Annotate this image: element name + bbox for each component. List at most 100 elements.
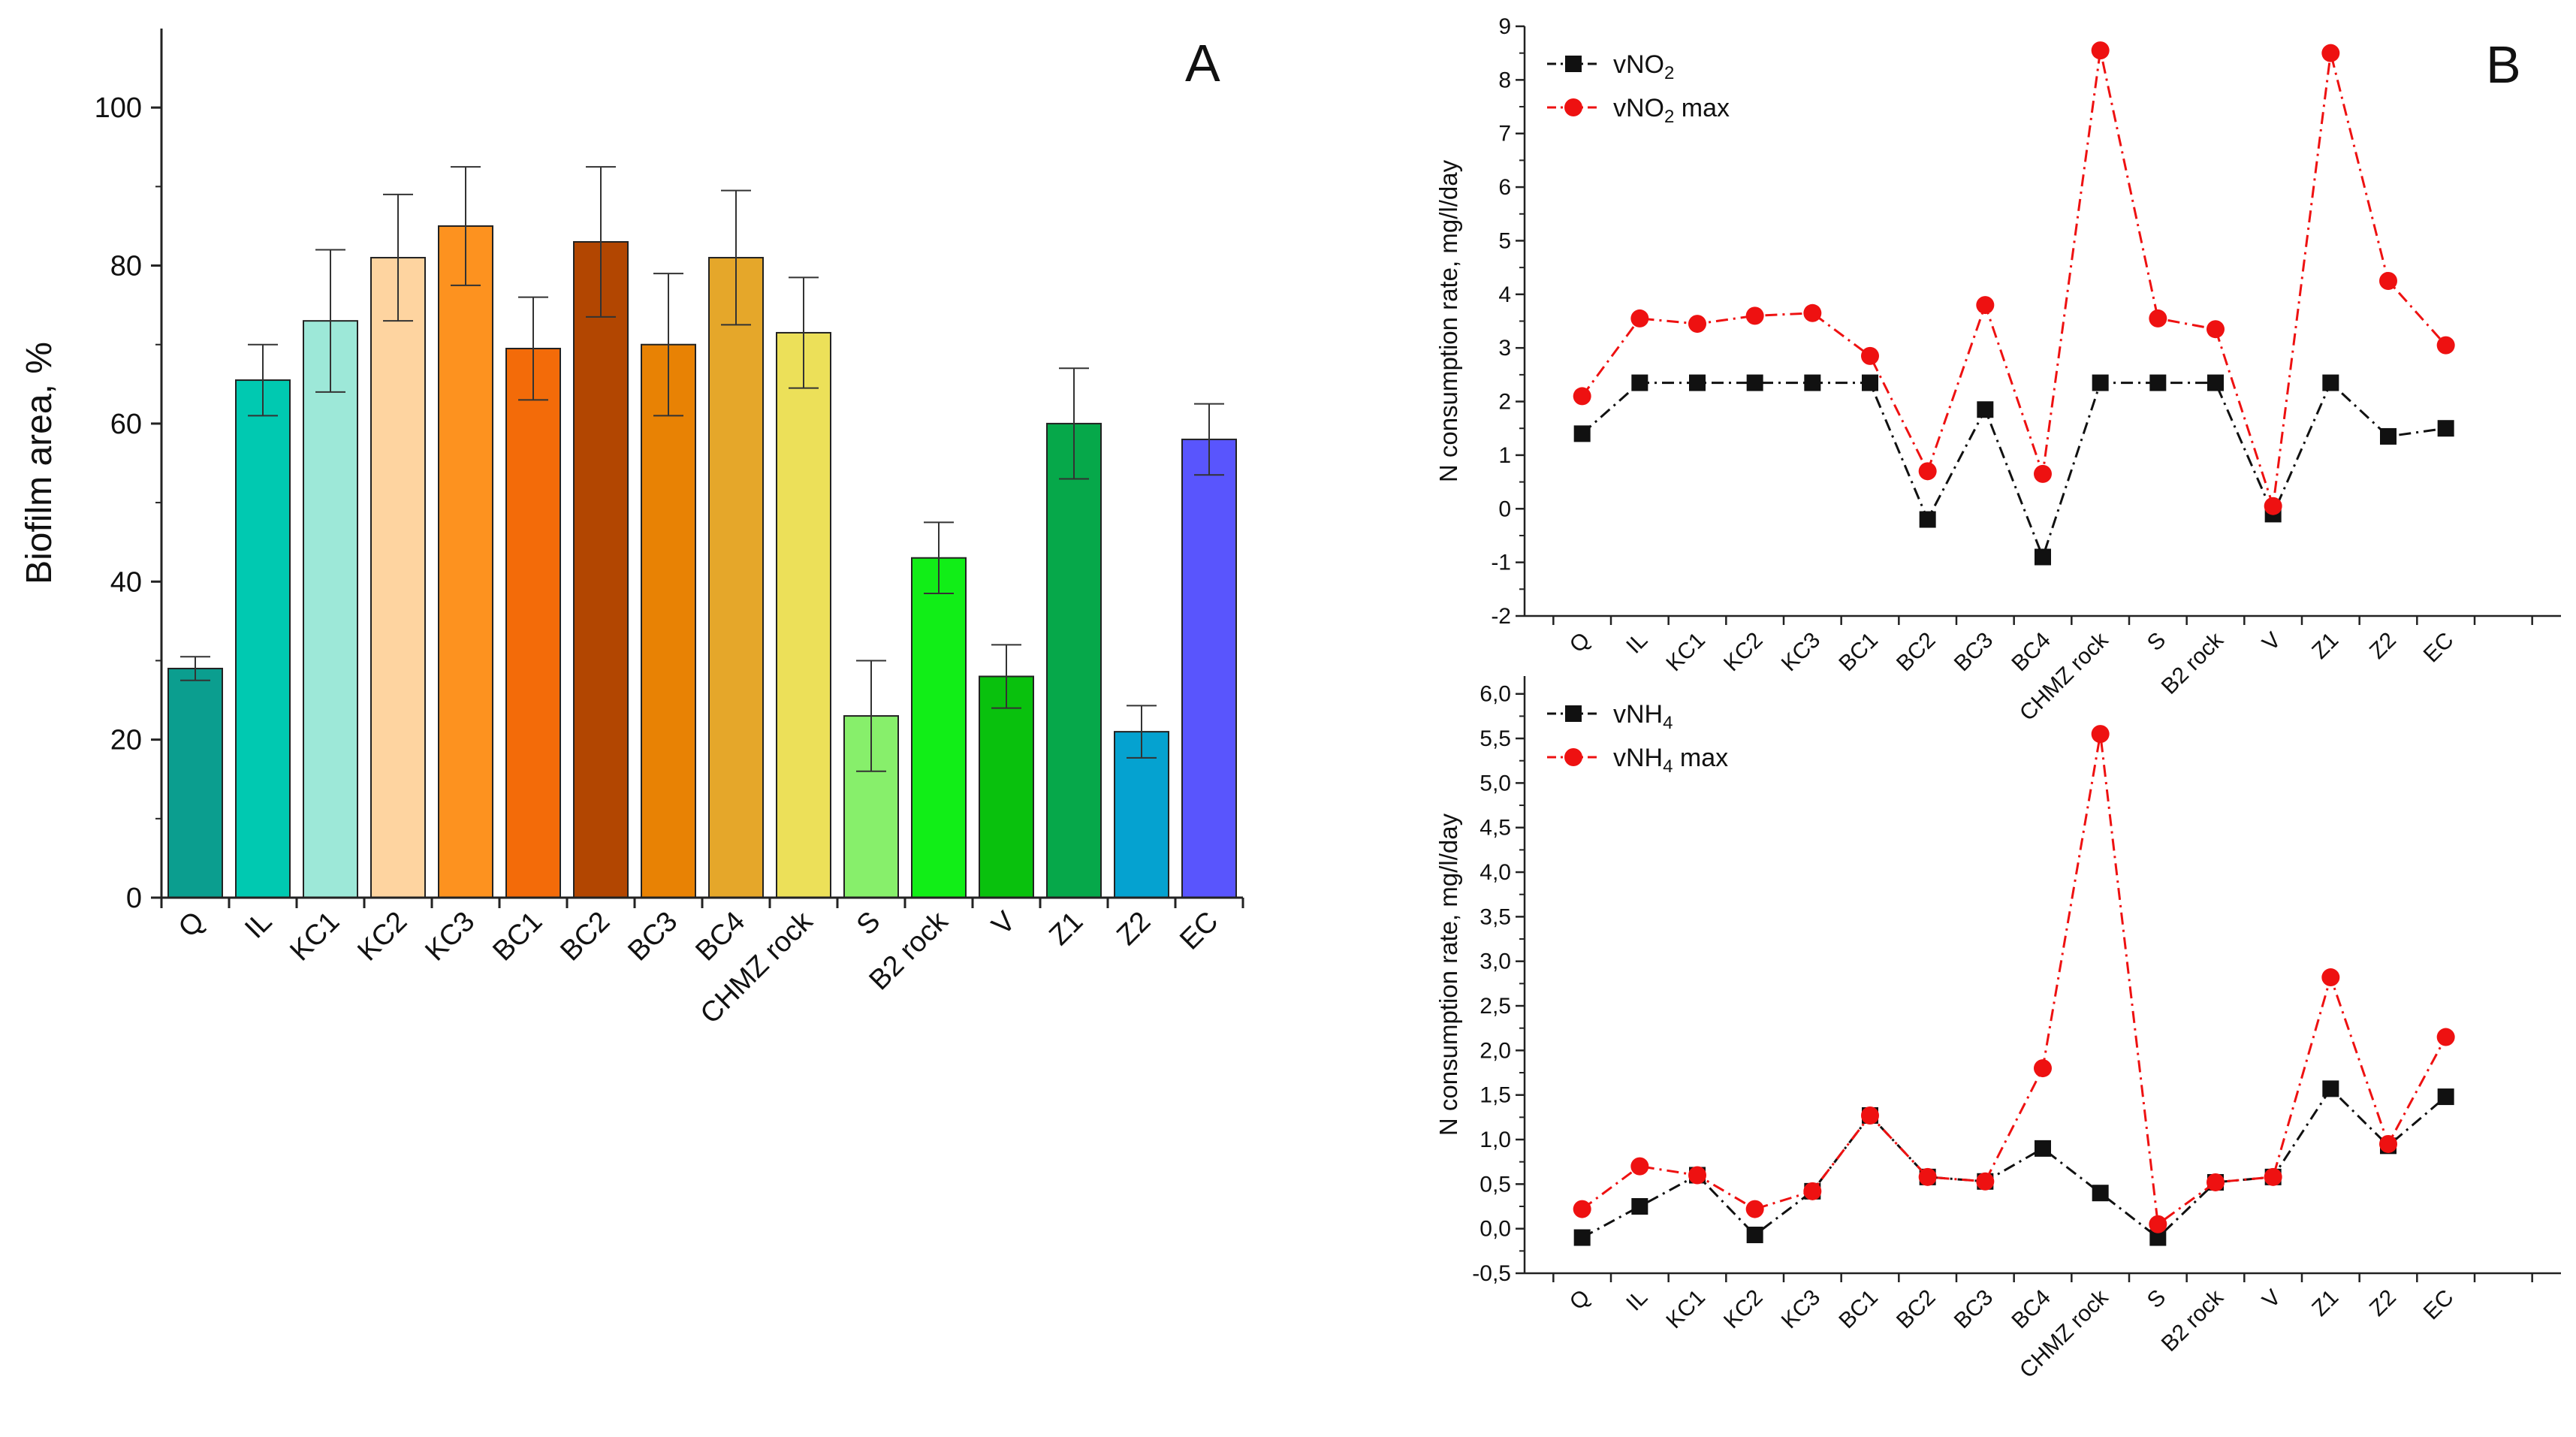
error-bar bbox=[315, 249, 345, 393]
data-point-circle bbox=[1976, 296, 1995, 315]
data-point-circle bbox=[2091, 41, 2110, 60]
x-tick-label: Z1 bbox=[2307, 628, 2343, 664]
x-tick-label: Z2 bbox=[2365, 1285, 2401, 1321]
x-tick-label: KC1 bbox=[1661, 1285, 1710, 1334]
data-point-square bbox=[1746, 374, 1763, 391]
x-tick-label: V bbox=[986, 905, 1022, 941]
legend-marker-square bbox=[1565, 56, 1582, 72]
y-axis-title: Biofilm area, % bbox=[20, 342, 59, 584]
y-tick-label: 0,5 bbox=[1480, 1172, 1511, 1197]
error-bar bbox=[789, 276, 819, 389]
data-point-square bbox=[1631, 1198, 1648, 1215]
x-tick-label: IL bbox=[1621, 1285, 1652, 1316]
data-point-square bbox=[1862, 374, 1878, 391]
y-tick-label: -2 bbox=[1491, 604, 1511, 629]
x-tick-label: V bbox=[2258, 628, 2285, 656]
data-point-square bbox=[2035, 548, 2051, 566]
data-point-square bbox=[1746, 1226, 1763, 1243]
x-tick-label: Z2 bbox=[2365, 628, 2401, 664]
y-tick-label: 40 bbox=[110, 566, 142, 598]
x-tick-label: V bbox=[2258, 1285, 2285, 1313]
data-point-circle bbox=[2034, 464, 2052, 483]
y-tick-label: 3,5 bbox=[1480, 904, 1511, 929]
bar-il bbox=[235, 379, 291, 898]
data-point-circle bbox=[2321, 968, 2340, 987]
y-axis-title: N consumption rate, mg/l/day bbox=[1434, 813, 1462, 1136]
y-tick-label: 9 bbox=[1498, 14, 1511, 39]
legend-label: vNO2 max bbox=[1613, 94, 1730, 127]
legend-label: vNH4 max bbox=[1613, 744, 1728, 777]
data-point-circle bbox=[2206, 320, 2225, 339]
data-point-circle bbox=[1803, 303, 1822, 322]
y-tick-label: -0,5 bbox=[1472, 1261, 1511, 1286]
data-point-square bbox=[2437, 420, 2454, 437]
error-bar bbox=[721, 189, 751, 326]
error-bar bbox=[451, 166, 481, 286]
panel-letter-b: B bbox=[2486, 35, 2521, 94]
y-tick-label: 6,0 bbox=[1480, 682, 1511, 707]
data-point-circle bbox=[1976, 1172, 1995, 1191]
y-tick-label: 4 bbox=[1498, 282, 1511, 307]
data-point-circle bbox=[1861, 346, 1879, 365]
y-tick-label: 0,0 bbox=[1480, 1217, 1511, 1242]
data-point-circle bbox=[1803, 1182, 1822, 1200]
y-tick-label: 0 bbox=[1498, 497, 1511, 521]
x-tick-label: EC bbox=[2419, 628, 2459, 668]
series-line-1 bbox=[1581, 733, 2447, 1227]
data-point-square bbox=[2035, 1140, 2051, 1157]
x-tick-label: BC1 bbox=[1834, 628, 1883, 677]
x-tick-label: IL bbox=[239, 906, 278, 945]
x-tick-label: KC3 bbox=[1777, 1285, 1826, 1334]
x-tick-label: KC2 bbox=[351, 906, 413, 968]
x-tick-label: B2 rock bbox=[2157, 1285, 2229, 1357]
data-point-square bbox=[2437, 1088, 2454, 1106]
legend-label: vNO2 bbox=[1613, 50, 1674, 83]
x-tick-label: BC2 bbox=[554, 906, 616, 968]
bar-bc2 bbox=[573, 240, 629, 898]
data-point-square bbox=[1573, 425, 1591, 442]
data-point-circle bbox=[2034, 1059, 2052, 1078]
data-point-circle bbox=[1861, 1106, 1879, 1125]
y-tick-label: 8 bbox=[1498, 68, 1511, 92]
error-bar bbox=[180, 656, 210, 681]
y-tick-label: 0 bbox=[126, 883, 142, 914]
y-tick-label: 1,0 bbox=[1480, 1128, 1511, 1152]
y-tick-label: 5,5 bbox=[1480, 726, 1511, 751]
y-tick-label: -1 bbox=[1491, 551, 1511, 575]
series-line-1 bbox=[1581, 50, 2447, 507]
data-point-square bbox=[2322, 1080, 2339, 1097]
data-point-circle bbox=[2264, 1167, 2282, 1186]
y-tick-label: 3 bbox=[1498, 336, 1511, 361]
y-tick-label: 80 bbox=[110, 251, 142, 282]
data-point-circle bbox=[2436, 336, 2455, 355]
x-tick-label: EC bbox=[1174, 906, 1224, 956]
data-point-circle bbox=[1688, 315, 1706, 334]
x-tick-label: BC2 bbox=[1892, 1285, 1941, 1334]
x-tick-label: KC1 bbox=[1661, 628, 1710, 677]
x-tick-label: EC bbox=[2419, 1285, 2459, 1325]
panel-letter-a: A bbox=[1185, 34, 1220, 92]
legend-label: vNH4 bbox=[1613, 700, 1673, 733]
data-point-circle bbox=[1630, 309, 1649, 328]
data-point-square bbox=[2380, 427, 2397, 445]
data-point-square bbox=[2092, 1185, 2109, 1202]
x-tick-label: B2 rock bbox=[2157, 627, 2229, 699]
bar-bc4 bbox=[708, 257, 764, 898]
data-point-square bbox=[1689, 374, 1706, 391]
bar-ec bbox=[1181, 438, 1237, 898]
data-point-square bbox=[1919, 511, 1936, 528]
x-tick-label: BC3 bbox=[1950, 1285, 1998, 1334]
y-axis-title: N consumption rate, mg/l/day bbox=[1434, 159, 1462, 482]
error-bar bbox=[856, 660, 886, 772]
bar-kc3 bbox=[438, 225, 493, 899]
bar-z1 bbox=[1046, 422, 1102, 898]
error-bar bbox=[1194, 403, 1224, 476]
y-tick-label: 100 bbox=[95, 92, 142, 124]
x-tick-label: BC4 bbox=[2007, 1285, 2056, 1334]
error-bar bbox=[1127, 705, 1157, 759]
y-tick-label: 2 bbox=[1498, 390, 1511, 415]
data-point-circle bbox=[2321, 44, 2340, 62]
x-tick-label: S bbox=[2143, 1285, 2170, 1313]
